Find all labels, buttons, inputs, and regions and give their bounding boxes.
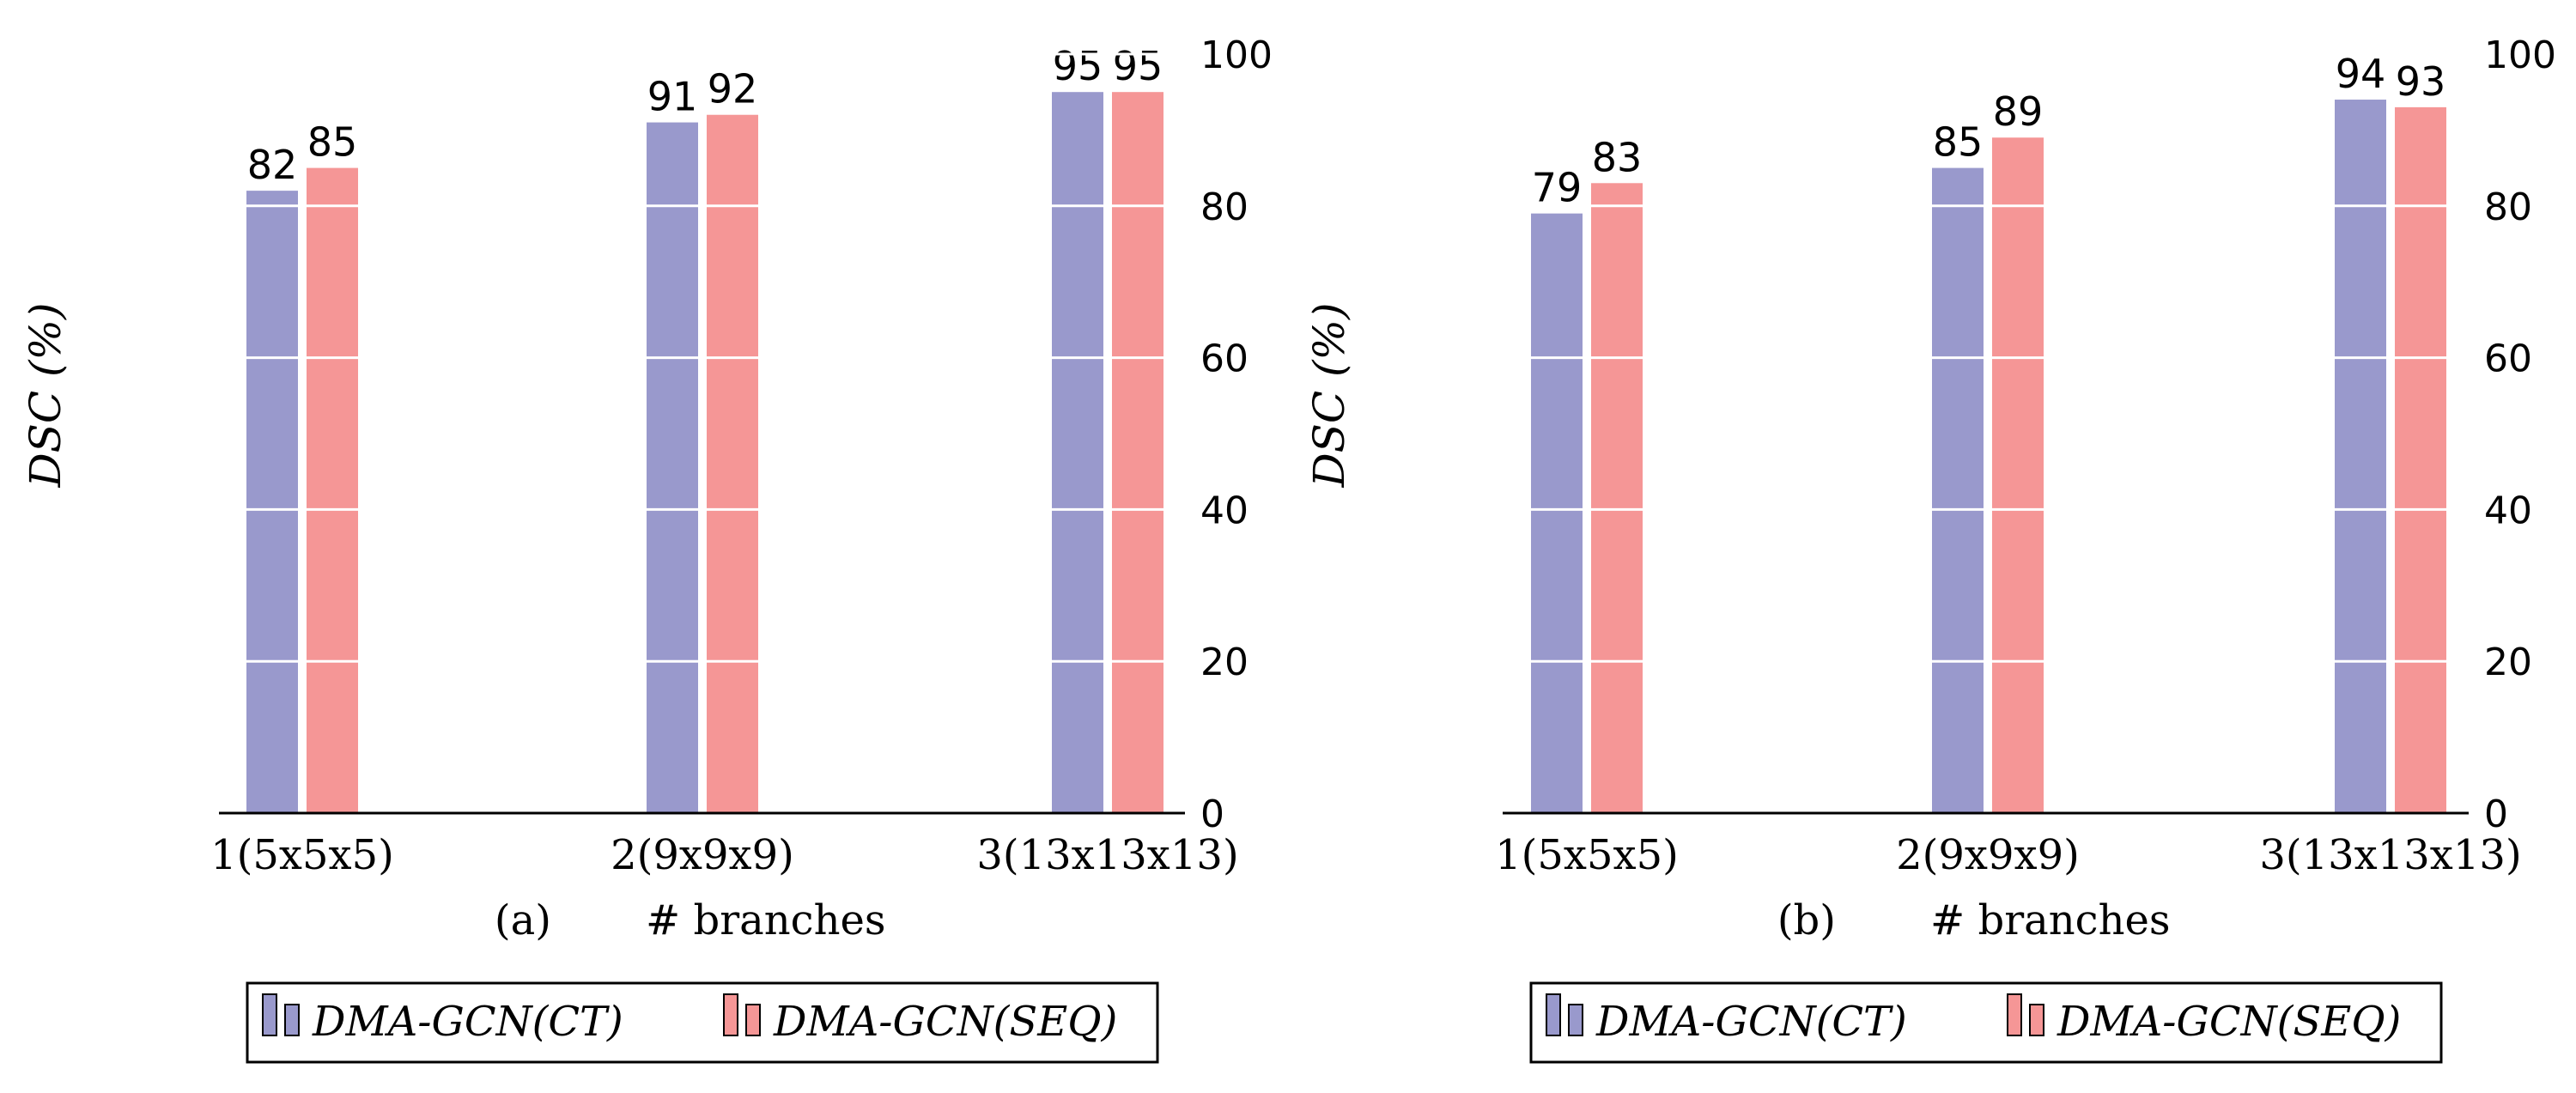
legend-box bbox=[1529, 981, 2443, 1064]
bar bbox=[647, 122, 698, 813]
bar bbox=[1531, 213, 1583, 813]
legend: DMA-GCN(CT) DMA-GCN(SEQ) bbox=[246, 981, 1159, 1064]
x-tick-label: 1(5x5x5) bbox=[1495, 831, 1679, 879]
data-label: 83 bbox=[1592, 134, 1643, 180]
y-tick-label: 20 bbox=[1200, 641, 1249, 684]
y-tick-label: 100 bbox=[1200, 33, 1273, 77]
legend-swatch bbox=[1546, 993, 1561, 1036]
x-tick-label: 1(5x5x5) bbox=[210, 831, 394, 879]
caption-label: (b) bbox=[1777, 896, 1836, 944]
bar bbox=[1591, 183, 1643, 813]
y-tick-label: 40 bbox=[1200, 489, 1249, 532]
legend-box bbox=[246, 981, 1159, 1064]
caption-label: (a) bbox=[495, 896, 551, 944]
x-axis-title: # branches bbox=[646, 896, 886, 944]
legend-label: DMA-GCN(SEQ) bbox=[2057, 998, 2401, 1046]
y-tick-label: 80 bbox=[2484, 185, 2532, 229]
bar bbox=[1112, 92, 1163, 813]
data-label: 93 bbox=[2396, 58, 2446, 105]
data-label: 92 bbox=[708, 66, 758, 112]
legend-label: DMA-GCN(CT) bbox=[312, 998, 623, 1046]
x-tick-label: 3(13x13x13) bbox=[976, 831, 1238, 879]
data-label: 91 bbox=[647, 74, 698, 120]
bar bbox=[307, 167, 358, 814]
y-tick-label: 60 bbox=[1200, 337, 1249, 381]
data-label: 89 bbox=[1993, 88, 2044, 135]
y-tick-label: 60 bbox=[2484, 337, 2532, 381]
bar bbox=[2335, 100, 2386, 814]
data-label: 95 bbox=[1113, 43, 1163, 89]
y-tick-label: 40 bbox=[2484, 489, 2532, 532]
y-axis-title: DSC (%) bbox=[21, 302, 70, 488]
legend: DMA-GCN(CT) DMA-GCN(SEQ) bbox=[1529, 981, 2443, 1064]
legend-swatch bbox=[2007, 993, 2022, 1036]
legend-label: DMA-GCN(SEQ) bbox=[773, 998, 1117, 1046]
bar bbox=[2395, 106, 2446, 813]
y-tick-label: 80 bbox=[1200, 185, 1249, 229]
data-label: 79 bbox=[1532, 165, 1583, 211]
x-tick-label: 2(9x9x9) bbox=[1896, 831, 2080, 879]
data-label: 94 bbox=[2336, 51, 2386, 97]
x-axis-title: # branches bbox=[1930, 896, 2171, 944]
bar bbox=[1052, 92, 1103, 813]
chart-a: 82 85 91 92 95 95 0 20 40 60 80 100 1(5x5x5) 2(9x9x9)… bbox=[21, 33, 1273, 1064]
data-label: 82 bbox=[247, 142, 298, 188]
y-axis-title: DSC (%) bbox=[1304, 302, 1354, 488]
bar bbox=[707, 114, 758, 814]
data-label: 95 bbox=[1053, 43, 1103, 89]
y-tick-label: 20 bbox=[2484, 641, 2532, 684]
legend-swatch bbox=[723, 993, 738, 1036]
legend-label: DMA-GCN(CT) bbox=[1595, 998, 1907, 1046]
y-tick-label: 0 bbox=[2484, 792, 2508, 836]
y-tick-label: 0 bbox=[1200, 792, 1224, 836]
x-tick-label: 2(9x9x9) bbox=[611, 831, 794, 879]
x-tick-label: 3(13x13x13) bbox=[2259, 831, 2521, 879]
legend-swatch bbox=[262, 993, 277, 1036]
data-label: 85 bbox=[307, 119, 358, 166]
legend-swatch bbox=[745, 1004, 761, 1036]
bar bbox=[246, 191, 298, 813]
bar bbox=[1932, 167, 1984, 814]
bar bbox=[1992, 137, 2044, 814]
legend-swatch bbox=[2029, 1004, 2044, 1036]
y-tick-label: 100 bbox=[2484, 33, 2556, 77]
legend-swatch bbox=[1568, 1004, 1583, 1036]
legend-swatch bbox=[284, 1004, 300, 1036]
data-label: 85 bbox=[1933, 119, 1984, 166]
